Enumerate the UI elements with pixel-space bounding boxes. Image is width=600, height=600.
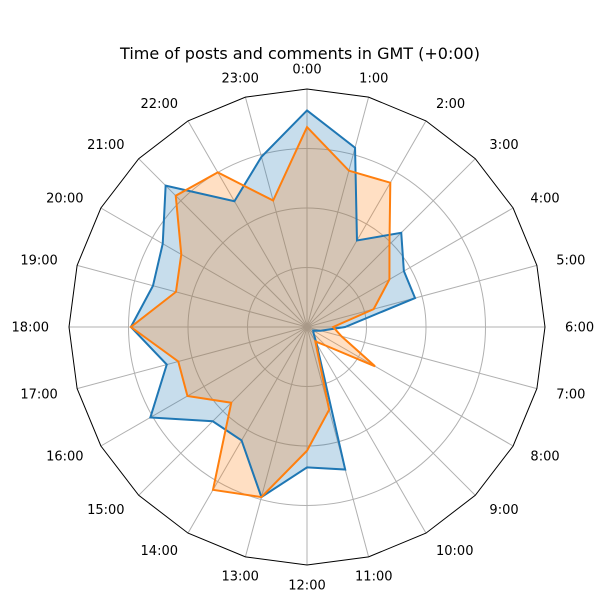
tick-label-6-00: 6:00 xyxy=(565,321,594,336)
grid-spoke-3 xyxy=(306,158,476,328)
tick-label-23-00: 23:00 xyxy=(221,71,258,86)
radar-outer-frame xyxy=(68,88,546,566)
tick-label-0-00: 0:00 xyxy=(292,63,321,78)
tick-label-5-00: 5:00 xyxy=(556,254,585,269)
grid-spoke-19 xyxy=(76,264,308,328)
grid-spoke-5 xyxy=(306,264,538,328)
grid-spoke-17 xyxy=(76,326,308,390)
tick-label-14-00: 14:00 xyxy=(141,544,178,559)
series-2-line xyxy=(129,125,392,499)
grid-spoke-8 xyxy=(306,326,514,447)
grid-spoke-2 xyxy=(306,120,427,328)
grid-spoke-11 xyxy=(306,326,370,558)
tick-label-20-00: 20:00 xyxy=(46,192,83,207)
grid-spoke-22 xyxy=(187,120,308,328)
tick-label-7-00: 7:00 xyxy=(556,387,585,402)
radar-series-group xyxy=(129,109,417,499)
tick-label-13-00: 13:00 xyxy=(221,570,258,585)
grid-spoke-13 xyxy=(244,326,308,558)
grid-spoke-1 xyxy=(306,96,370,328)
series-1-area xyxy=(130,110,416,498)
radar-grid xyxy=(68,88,546,566)
grid-spoke-23 xyxy=(244,96,308,328)
tick-label-9-00: 9:00 xyxy=(489,503,518,518)
grid-spoke-16 xyxy=(100,326,308,447)
tick-label-1-00: 1:00 xyxy=(359,71,388,86)
tick-label-11-00: 11:00 xyxy=(355,570,392,585)
tick-label-3-00: 3:00 xyxy=(489,138,518,153)
tick-label-2-00: 2:00 xyxy=(436,97,465,112)
grid-spoke-15 xyxy=(138,326,308,496)
grid-spoke-4 xyxy=(306,207,514,328)
grid-spoke-10 xyxy=(306,326,427,534)
tick-label-17-00: 17:00 xyxy=(20,387,57,402)
tick-label-4-00: 4:00 xyxy=(530,192,559,207)
grid-spoke-14 xyxy=(187,326,308,534)
radar-tick-labels: 0:00 1:00 2:00 3:00 4:00 5:00 6:00 7:00 8:00 9:00… xyxy=(12,63,595,594)
tick-label-19-00: 19:00 xyxy=(20,254,57,269)
chart-title: Time of posts and comments in GMT (+0:00… xyxy=(120,44,480,63)
grid-spoke-9 xyxy=(306,326,476,496)
series-1-line xyxy=(129,109,417,499)
tick-label-21-00: 21:00 xyxy=(87,138,124,153)
grid-spoke-7 xyxy=(306,326,538,390)
tick-label-16-00: 16:00 xyxy=(46,450,83,465)
tick-label-18-00: 18:00 xyxy=(12,321,49,336)
grid-spoke-20 xyxy=(100,207,308,328)
tick-label-22-00: 22:00 xyxy=(141,97,178,112)
tick-label-10-00: 10:00 xyxy=(436,544,473,559)
tick-label-12-00: 12:00 xyxy=(288,579,325,594)
tick-label-15-00: 15:00 xyxy=(87,503,124,518)
tick-label-8-00: 8:00 xyxy=(530,450,559,465)
series-2-area xyxy=(130,127,391,498)
